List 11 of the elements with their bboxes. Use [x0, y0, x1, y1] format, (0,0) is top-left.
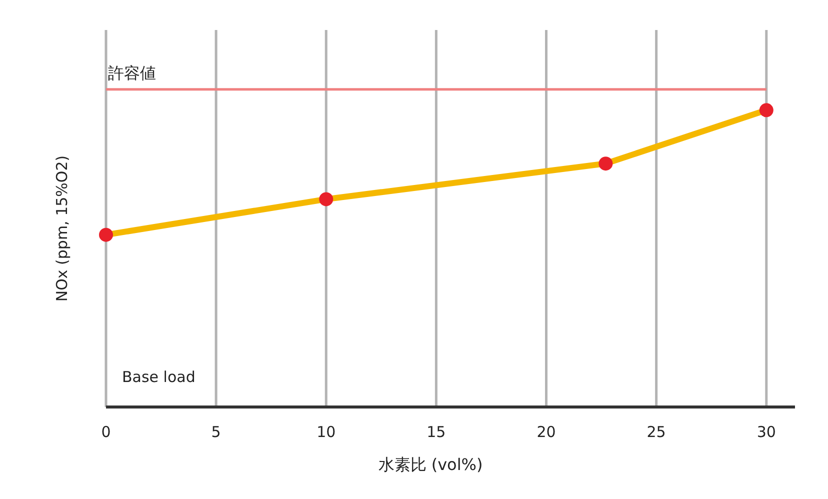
ref-line-label: 許容値 — [108, 63, 156, 82]
x-tick-label: 15 — [426, 423, 446, 441]
x-tick-label: 10 — [316, 423, 336, 441]
x-tick-label: 0 — [101, 423, 111, 441]
x-tick-label: 5 — [211, 423, 221, 441]
x-tick-label: 20 — [536, 423, 556, 441]
y-axis-title: NOx (ppm, 15%O2) — [53, 155, 71, 302]
x-axis-title: 水素比 (vol%) — [378, 455, 483, 474]
x-tick-label: 30 — [756, 423, 776, 441]
x-tick-label: 25 — [646, 423, 666, 441]
annotation: Base load — [122, 368, 196, 386]
